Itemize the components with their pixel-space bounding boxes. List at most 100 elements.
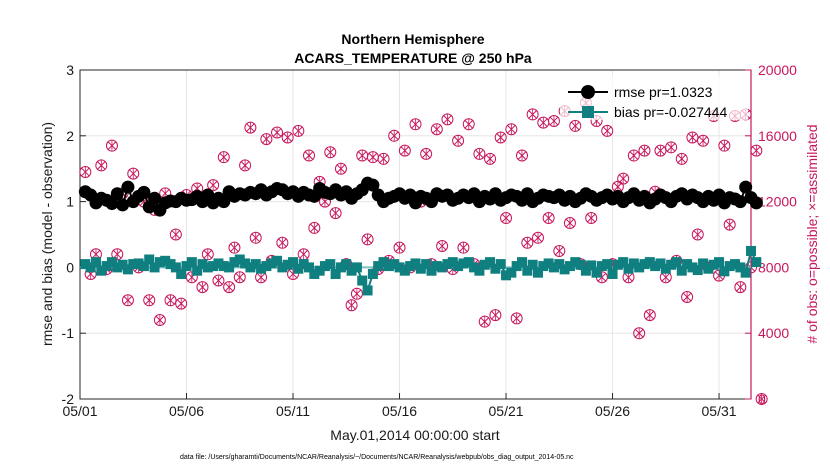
bias-point [282,259,293,270]
obs-point [111,248,124,261]
bias-point [405,261,416,272]
x-tick-label: 05/06 [169,403,204,419]
bias-point [586,260,597,271]
bias-point [85,262,96,273]
y-tick-label: -1 [62,325,75,341]
y-right-tick-label: 16000 [758,128,797,144]
bias-point [192,265,203,276]
bias-point [564,261,575,272]
bias-point [367,268,378,279]
bias-point [666,259,677,270]
obs-point [627,149,640,162]
obs-point [79,165,92,178]
chart-subtitle: ACARS_TEMPERATURE @ 250 hPa [294,50,532,66]
bias-point [288,257,299,268]
obs-point [686,131,699,144]
obs-point [553,244,566,257]
obs-point [755,393,768,405]
bias-point [538,261,549,272]
bias-point [490,263,501,274]
obs-point [633,327,646,340]
obs-point [569,119,582,132]
x-tick-label: 05/16 [382,403,417,419]
bias-point [437,262,448,273]
bias-point [202,262,213,273]
bias-point [170,262,181,273]
obs-point [153,314,166,327]
bias-point [261,261,272,272]
bias-point [532,267,543,278]
obs-point [324,146,337,159]
bias-point [676,265,687,276]
bias-point [506,267,517,278]
rmse-point [121,180,135,194]
bias-point [724,261,735,272]
data-file-footnote: data file: /Users/gharamti/Documents/NCA… [180,454,574,461]
bias-point [346,265,357,276]
bias-point [197,259,208,270]
obs-point [297,248,310,261]
obs-point [601,124,614,137]
bias-point [165,259,176,270]
bias-point [351,262,362,273]
bias-point [740,267,751,278]
obs-point [723,218,736,231]
rmse-series [78,176,763,217]
obs-point [292,124,305,137]
legend-bias-label: bias pr=-0.027444 [614,104,727,120]
bias-point [618,257,629,268]
obs-point [473,147,486,160]
bias-point [580,265,591,276]
obs-point [489,309,502,322]
obs-point [409,118,422,131]
bias-point [517,257,528,268]
obs-point [223,281,236,294]
obs-point [334,162,347,175]
obs-point [95,159,108,172]
obs-point [675,152,688,165]
bias-point [149,262,160,273]
obs-point [281,131,294,144]
obs-point [143,294,156,307]
rmse-point [116,198,130,212]
bias-point [559,264,570,275]
bias-point [378,257,389,268]
chart-title: Northern Hemisphere [341,31,484,47]
obs-point [457,241,470,254]
obs-point [185,271,198,284]
obs-point [654,144,667,157]
bias-point [154,257,165,268]
bias-point [133,258,144,269]
bias-point [591,267,602,278]
obs-point [217,151,230,164]
bias-point [106,257,117,268]
obs-point [638,144,651,157]
x-tick-label: 05/31 [702,403,737,419]
bias-point [341,259,352,270]
bias-point [479,259,490,270]
x-axis: 05/01 05/06 05/11 05/16 05/21 05/26 05/31 [62,393,737,419]
bias-point [325,259,336,270]
bias-point [389,259,400,270]
obs-point [494,131,507,144]
rmse-point [366,178,380,192]
bias-point [682,259,693,270]
bias-point [650,261,661,272]
bias-point [250,259,261,270]
obs-point [681,291,694,304]
y-tick-label: 0 [66,259,74,275]
bias-point [634,262,645,273]
bias-point [309,268,320,279]
obs-point [356,149,369,162]
rmse-point [749,196,763,210]
obs-point [510,312,523,325]
obs-point [361,233,374,246]
bias-point [522,265,533,276]
bias-point [383,261,394,272]
y-right-tick-label: 12000 [758,194,797,210]
bias-point [122,264,133,275]
bias-point [357,275,368,286]
obs-point [436,240,449,253]
bias-point [469,262,480,273]
